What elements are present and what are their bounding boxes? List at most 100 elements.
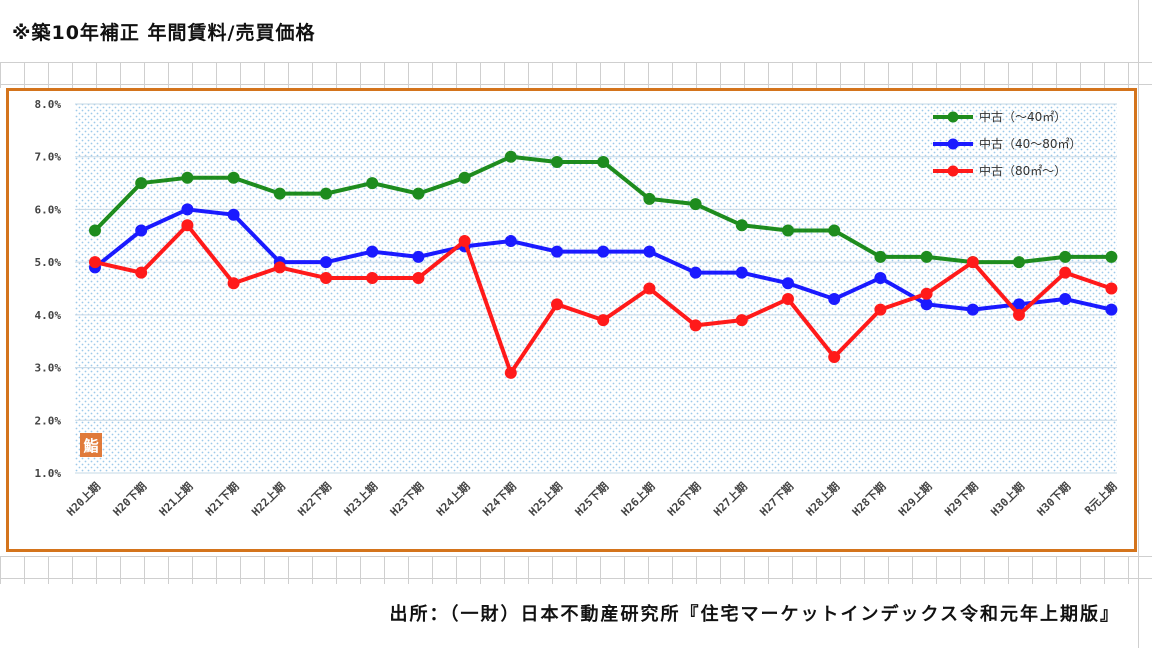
series-group bbox=[89, 219, 1118, 379]
data-point bbox=[135, 224, 148, 237]
data-point bbox=[412, 187, 425, 200]
legend: 中古（～40㎡） 中古（40～80㎡） 中古（80㎡～） bbox=[933, 109, 1082, 178]
data-point bbox=[920, 298, 933, 311]
data-point bbox=[874, 250, 887, 263]
x-tick-label: H24上期 bbox=[433, 479, 473, 519]
data-point bbox=[966, 256, 979, 269]
data-point bbox=[828, 224, 841, 237]
logo-badge-glyph: 鮨 bbox=[83, 437, 98, 455]
data-point bbox=[643, 245, 656, 258]
data-point bbox=[597, 245, 610, 258]
data-point bbox=[966, 303, 979, 316]
data-point bbox=[273, 187, 286, 200]
data-point bbox=[643, 282, 656, 295]
y-tick-label: 7.0% bbox=[35, 151, 62, 164]
data-point bbox=[320, 256, 332, 269]
x-tick-label: H22下期 bbox=[295, 479, 335, 519]
data-point bbox=[227, 208, 240, 221]
data-point bbox=[135, 177, 148, 190]
x-tick-label: H21上期 bbox=[156, 479, 196, 519]
data-point bbox=[874, 303, 887, 316]
x-tick-label: H26上期 bbox=[618, 479, 658, 519]
data-point bbox=[920, 287, 933, 300]
x-tick-label: H20上期 bbox=[64, 479, 104, 519]
data-point bbox=[597, 314, 610, 327]
data-point bbox=[1059, 266, 1072, 279]
x-tick-label: H23下期 bbox=[387, 479, 427, 519]
data-point bbox=[366, 271, 379, 284]
data-point bbox=[735, 266, 748, 279]
data-point bbox=[551, 155, 563, 168]
x-tick-label: H29下期 bbox=[941, 479, 981, 519]
data-point bbox=[412, 250, 425, 263]
data-point bbox=[412, 271, 425, 284]
data-point bbox=[181, 203, 194, 216]
legend-label: 中古（40～80㎡） bbox=[979, 136, 1082, 151]
legend-label: 中古（80㎡～） bbox=[979, 163, 1066, 178]
data-point bbox=[1105, 303, 1118, 316]
x-tick-label: H27上期 bbox=[710, 479, 750, 519]
data-point bbox=[920, 250, 933, 263]
sheet-grid-top bbox=[0, 62, 1152, 88]
data-point bbox=[504, 366, 517, 379]
y-tick-label: 8.0% bbox=[35, 98, 62, 111]
data-point bbox=[782, 224, 794, 237]
legend-marker bbox=[947, 111, 959, 123]
chart-frame: 1.0% 2.0% 3.0% 4.0% 5.0% 6.0% 7.0% 8.0% H20上期 H2… bbox=[6, 88, 1137, 552]
data-point bbox=[689, 266, 702, 279]
data-point bbox=[366, 245, 379, 258]
x-tick-label: H27下期 bbox=[757, 479, 797, 519]
x-tick-label: H20下期 bbox=[110, 479, 150, 519]
header: ※築10年補正 年間賃料/売買価格 bbox=[0, 0, 1152, 62]
data-point bbox=[1013, 298, 1025, 311]
data-point bbox=[135, 266, 148, 279]
x-tick-label: R元上期 bbox=[1082, 479, 1120, 517]
logo-badge bbox=[80, 433, 102, 457]
legend-label: 中古（～40㎡） bbox=[979, 109, 1066, 124]
y-tick-label: 4.0% bbox=[35, 309, 62, 322]
data-point bbox=[181, 219, 194, 232]
y-tick-label: 5.0% bbox=[35, 256, 62, 269]
data-point bbox=[273, 261, 286, 274]
y-tick-label: 6.0% bbox=[35, 203, 62, 216]
x-tick-label: H28下期 bbox=[849, 479, 889, 519]
data-point bbox=[782, 293, 794, 306]
data-point bbox=[1105, 250, 1118, 263]
x-tick-label: H21下期 bbox=[202, 479, 242, 519]
y-tick-label: 1.0% bbox=[35, 467, 62, 480]
data-point bbox=[551, 298, 563, 311]
data-point bbox=[320, 187, 332, 200]
x-tick-label: H26下期 bbox=[664, 479, 704, 519]
line-chart: 1.0%2.0%3.0%4.0%5.0%6.0%7.0%8.0% H20上期 H2… bbox=[35, 98, 1120, 519]
data-point bbox=[735, 219, 748, 232]
data-point bbox=[689, 319, 702, 332]
x-tick-label: H24下期 bbox=[479, 479, 519, 519]
series-group bbox=[89, 203, 1118, 316]
x-tick-label: H23上期 bbox=[341, 479, 381, 519]
data-point bbox=[551, 245, 563, 258]
series-group bbox=[89, 150, 1118, 269]
plot-background bbox=[75, 104, 1117, 473]
data-point bbox=[1059, 293, 1072, 306]
page-title: ※築10年補正 年間賃料/売買価格 bbox=[12, 22, 316, 44]
data-point bbox=[366, 177, 379, 190]
legend-marker bbox=[947, 138, 959, 150]
data-point bbox=[89, 224, 101, 237]
data-point bbox=[227, 171, 240, 184]
data-point bbox=[1105, 282, 1118, 295]
x-tick-label: H30下期 bbox=[1034, 479, 1074, 519]
data-point bbox=[320, 271, 332, 284]
data-point bbox=[735, 314, 748, 327]
x-tick-label: H29上期 bbox=[895, 479, 935, 519]
data-point bbox=[1013, 308, 1025, 321]
data-point bbox=[828, 293, 841, 306]
data-point bbox=[458, 171, 471, 184]
x-tick-label: H22上期 bbox=[248, 479, 288, 519]
data-point bbox=[643, 192, 656, 205]
data-point bbox=[89, 256, 101, 269]
data-point bbox=[1013, 256, 1025, 269]
data-point bbox=[504, 235, 517, 248]
data-point bbox=[181, 171, 194, 184]
data-point bbox=[689, 198, 702, 211]
data-point bbox=[874, 271, 887, 284]
